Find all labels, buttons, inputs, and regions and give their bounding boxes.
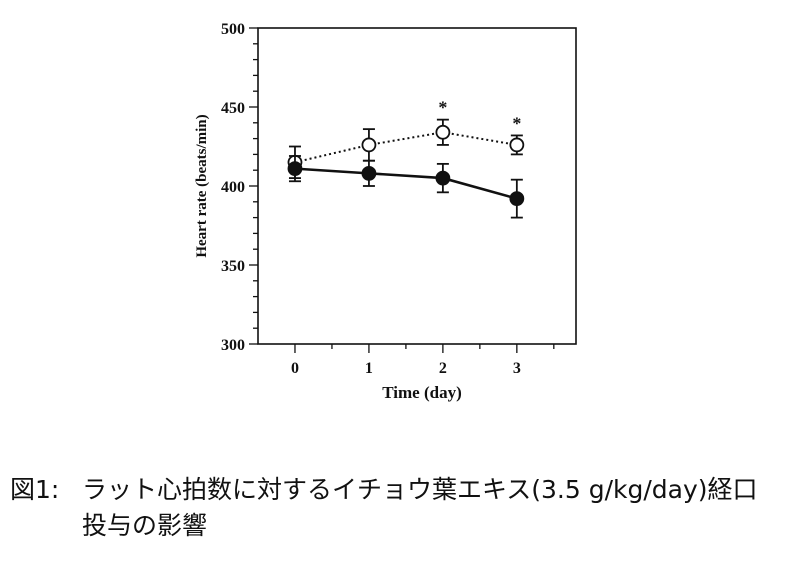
series-filled	[287, 155, 525, 219]
data-point	[287, 161, 303, 177]
series-line	[294, 167, 518, 200]
significance-marker: *	[512, 113, 521, 133]
figure-number: 図1:	[10, 475, 60, 504]
data-point	[361, 165, 377, 181]
series-line	[294, 131, 518, 164]
y-tick-label: 350	[221, 258, 245, 275]
x-axis-label: Time (day)	[382, 383, 462, 402]
x-tick-label: 3	[513, 360, 521, 377]
figure-caption: 図1: ラット心拍数に対するイチョウ葉エキス(3.5 g/kg/day)経口 投与…	[10, 472, 790, 544]
y-tick-label: 300	[221, 337, 245, 354]
data-point	[435, 170, 451, 186]
y-axis-label: Heart rate (beats/min)	[194, 114, 210, 257]
significance-marker: *	[438, 98, 447, 118]
x-tick-label: 0	[291, 360, 299, 377]
chart-series: **	[287, 98, 525, 219]
y-tick-label: 400	[221, 179, 245, 196]
data-point	[435, 124, 451, 140]
caption-line-2: 投与の影響	[82, 511, 208, 540]
x-tick-label: 1	[365, 360, 373, 377]
y-tick-label: 450	[221, 100, 245, 117]
data-point	[509, 137, 525, 153]
series-open: **	[287, 98, 525, 180]
caption-line-1: ラット心拍数に対するイチョウ葉エキス(3.5 g/kg/day)経口	[82, 475, 758, 504]
y-tick-label: 500	[221, 21, 245, 38]
data-point	[509, 191, 525, 207]
data-point	[361, 137, 377, 153]
x-tick-label: 2	[439, 360, 447, 377]
plot-frame	[257, 27, 577, 345]
chart-axes: 300 350 400 450 500 0 1 2 3	[221, 21, 577, 377]
